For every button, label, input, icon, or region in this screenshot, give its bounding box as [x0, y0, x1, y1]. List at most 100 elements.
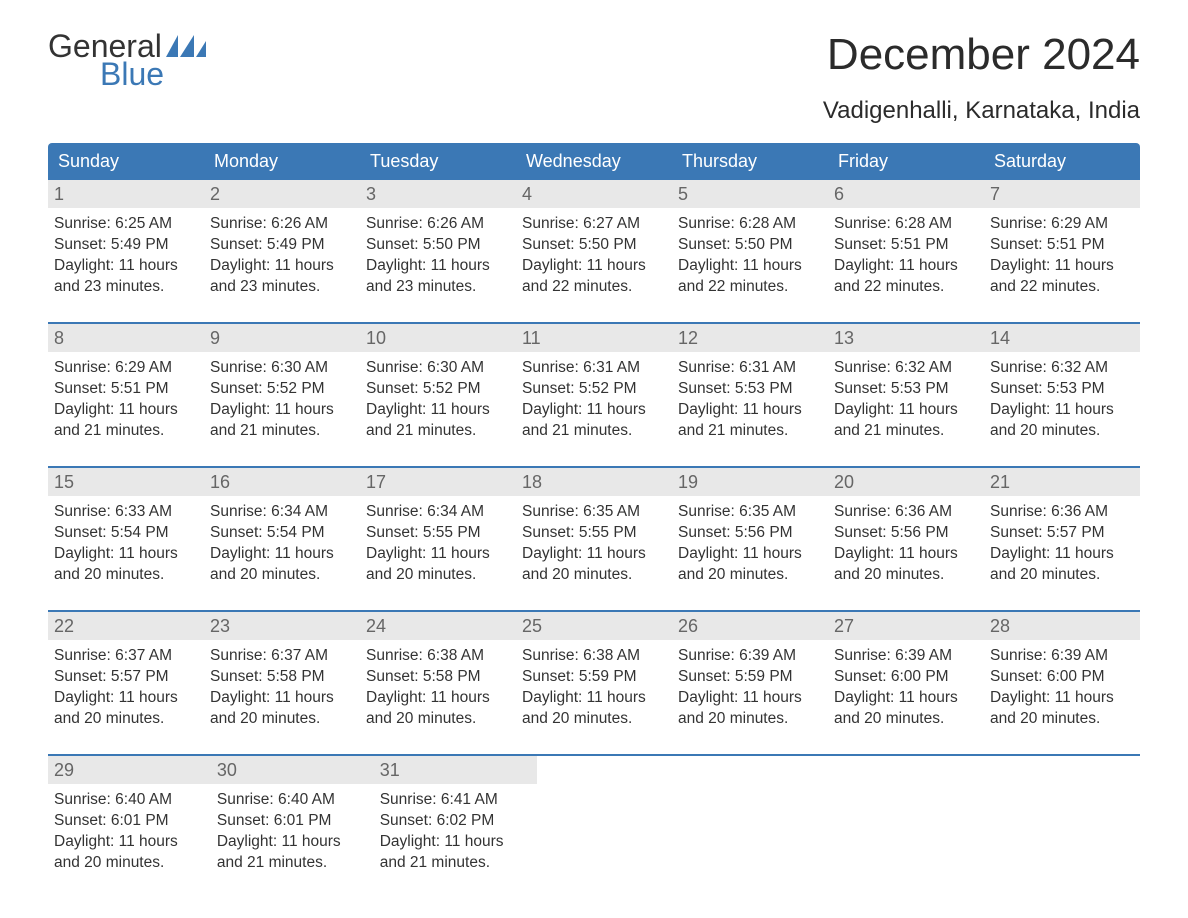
- sunrise-text: Sunrise: 6:37 AM: [210, 646, 354, 667]
- day-number: 12: [672, 324, 828, 352]
- weekday-header: Thursday: [672, 143, 828, 180]
- d1-text: Daylight: 11 hours: [210, 688, 354, 709]
- sunset-text: Sunset: 5:53 PM: [834, 379, 978, 400]
- d2-text: and 22 minutes.: [678, 277, 822, 298]
- d1-text: Daylight: 11 hours: [210, 544, 354, 565]
- day-number: 2: [204, 180, 360, 208]
- sunset-text: Sunset: 5:56 PM: [834, 523, 978, 544]
- day-cell: 19Sunrise: 6:35 AMSunset: 5:56 PMDayligh…: [672, 468, 828, 596]
- day-cell: 25Sunrise: 6:38 AMSunset: 5:59 PMDayligh…: [516, 612, 672, 740]
- sunset-text: Sunset: 5:51 PM: [834, 235, 978, 256]
- d1-text: Daylight: 11 hours: [54, 256, 198, 277]
- day-number: 24: [360, 612, 516, 640]
- sunset-text: Sunset: 5:55 PM: [522, 523, 666, 544]
- day-cell: 9Sunrise: 6:30 AMSunset: 5:52 PMDaylight…: [204, 324, 360, 452]
- day-number: 25: [516, 612, 672, 640]
- d1-text: Daylight: 11 hours: [366, 256, 510, 277]
- sunrise-text: Sunrise: 6:33 AM: [54, 502, 198, 523]
- d1-text: Daylight: 11 hours: [522, 688, 666, 709]
- day-cell: 20Sunrise: 6:36 AMSunset: 5:56 PMDayligh…: [828, 468, 984, 596]
- day-cell: 11 Sunrise: 6:31 AMSunset: 5:52 PMDayligh…: [516, 324, 672, 452]
- day-number: 5: [672, 180, 828, 208]
- d2-text: and 22 minutes.: [990, 277, 1134, 298]
- logo: General Blue: [48, 30, 206, 91]
- sunset-text: Sunset: 5:59 PM: [522, 667, 666, 688]
- day-number: 11: [516, 324, 672, 352]
- d2-text: and 20 minutes.: [522, 709, 666, 730]
- empty-day-cell: [989, 756, 1140, 884]
- sunset-text: Sunset: 5:56 PM: [678, 523, 822, 544]
- sunset-text: Sunset: 5:51 PM: [54, 379, 198, 400]
- sunset-text: Sunset: 5:57 PM: [54, 667, 198, 688]
- day-cell: 23Sunrise: 6:37 AMSunset: 5:58 PMDayligh…: [204, 612, 360, 740]
- d1-text: Daylight: 11 hours: [834, 256, 978, 277]
- sunrise-text: Sunrise: 6:40 AM: [54, 790, 205, 811]
- sunrise-text: Sunrise: 6:26 AM: [210, 214, 354, 235]
- d1-text: Daylight: 11 hours: [366, 400, 510, 421]
- sunrise-text: Sunrise: 6:31 AM: [522, 358, 666, 379]
- d1-text: Daylight: 11 hours: [522, 256, 666, 277]
- sunset-text: Sunset: 5:52 PM: [522, 379, 666, 400]
- week-row: 1Sunrise: 6:25 AMSunset: 5:49 PMDaylight…: [48, 180, 1140, 308]
- sunrise-text: Sunrise: 6:34 AM: [366, 502, 510, 523]
- sunset-text: Sunset: 6:00 PM: [990, 667, 1134, 688]
- d1-text: Daylight: 11 hours: [54, 688, 198, 709]
- week-row: 15Sunrise: 6:33 AMSunset: 5:54 PMDayligh…: [48, 466, 1140, 596]
- sunrise-text: Sunrise: 6:40 AM: [217, 790, 368, 811]
- day-number: 30: [211, 756, 374, 784]
- day-number: 22: [48, 612, 204, 640]
- d1-text: Daylight: 11 hours: [678, 544, 822, 565]
- d2-text: and 23 minutes.: [366, 277, 510, 298]
- page-title: December 2024: [827, 30, 1140, 80]
- sunrise-text: Sunrise: 6:36 AM: [834, 502, 978, 523]
- d1-text: Daylight: 11 hours: [366, 688, 510, 709]
- logo-word-blue: Blue: [48, 58, 206, 92]
- sunrise-text: Sunrise: 6:30 AM: [210, 358, 354, 379]
- sunset-text: Sunset: 5:58 PM: [366, 667, 510, 688]
- weekday-header: Sunday: [48, 143, 204, 180]
- empty-day-cell: [687, 756, 838, 884]
- day-number: 20: [828, 468, 984, 496]
- d2-text: and 23 minutes.: [210, 277, 354, 298]
- d1-text: Daylight: 11 hours: [678, 400, 822, 421]
- d1-text: Daylight: 11 hours: [522, 400, 666, 421]
- calendar: Sunday Monday Tuesday Wednesday Thursday…: [48, 143, 1140, 884]
- d2-text: and 22 minutes.: [834, 277, 978, 298]
- d1-text: Daylight: 11 hours: [380, 832, 531, 853]
- sunset-text: Sunset: 6:01 PM: [54, 811, 205, 832]
- d2-text: and 20 minutes.: [834, 709, 978, 730]
- day-cell: 10Sunrise: 6:30 AMSunset: 5:52 PMDayligh…: [360, 324, 516, 452]
- d2-text: and 20 minutes.: [366, 709, 510, 730]
- day-cell: 2Sunrise: 6:26 AMSunset: 5:49 PMDaylight…: [204, 180, 360, 308]
- day-cell: 13Sunrise: 6:32 AMSunset: 5:53 PMDayligh…: [828, 324, 984, 452]
- day-cell: 6Sunrise: 6:28 AMSunset: 5:51 PMDaylight…: [828, 180, 984, 308]
- d2-text: and 21 minutes.: [54, 421, 198, 442]
- week-row: 8Sunrise: 6:29 AMSunset: 5:51 PMDaylight…: [48, 322, 1140, 452]
- sunset-text: Sunset: 5:53 PM: [678, 379, 822, 400]
- sunset-text: Sunset: 6:02 PM: [380, 811, 531, 832]
- day-number: 31: [374, 756, 537, 784]
- day-number: 23: [204, 612, 360, 640]
- sunrise-text: Sunrise: 6:31 AM: [678, 358, 822, 379]
- day-number: 9: [204, 324, 360, 352]
- d2-text: and 22 minutes.: [522, 277, 666, 298]
- weekday-header: Wednesday: [516, 143, 672, 180]
- day-cell: 30Sunrise: 6:40 AMSunset: 6:01 PMDayligh…: [211, 756, 374, 884]
- day-number: 19: [672, 468, 828, 496]
- d2-text: and 20 minutes.: [54, 709, 198, 730]
- sunrise-text: Sunrise: 6:39 AM: [678, 646, 822, 667]
- day-number: 15: [48, 468, 204, 496]
- day-cell: 16Sunrise: 6:34 AMSunset: 5:54 PMDayligh…: [204, 468, 360, 596]
- sunrise-text: Sunrise: 6:38 AM: [366, 646, 510, 667]
- day-number: 28: [984, 612, 1140, 640]
- sunset-text: Sunset: 5:57 PM: [990, 523, 1134, 544]
- d1-text: Daylight: 11 hours: [522, 544, 666, 565]
- sunrise-text: Sunrise: 6:37 AM: [54, 646, 198, 667]
- day-cell: 14Sunrise: 6:32 AMSunset: 5:53 PMDayligh…: [984, 324, 1140, 452]
- day-number: 13: [828, 324, 984, 352]
- day-cell: 5Sunrise: 6:28 AMSunset: 5:50 PMDaylight…: [672, 180, 828, 308]
- d1-text: Daylight: 11 hours: [990, 544, 1134, 565]
- d2-text: and 21 minutes.: [366, 421, 510, 442]
- sunrise-text: Sunrise: 6:32 AM: [834, 358, 978, 379]
- d2-text: and 20 minutes.: [678, 565, 822, 586]
